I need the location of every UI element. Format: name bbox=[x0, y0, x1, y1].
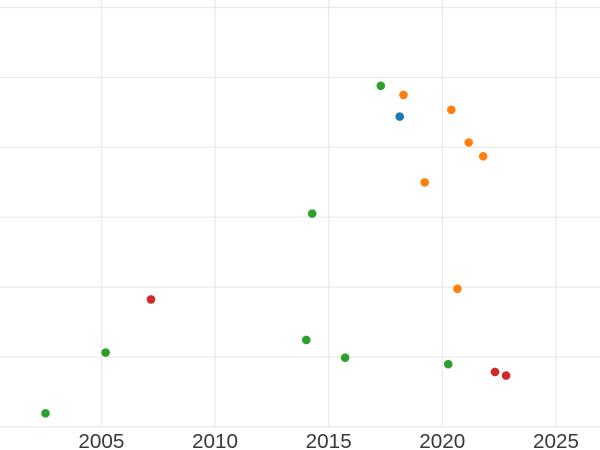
svg-text:2010: 2010 bbox=[192, 430, 238, 450]
svg-text:2020: 2020 bbox=[419, 430, 465, 450]
svg-text:2015: 2015 bbox=[306, 430, 352, 450]
svg-text:2025: 2025 bbox=[533, 430, 579, 450]
svg-text:2005: 2005 bbox=[78, 430, 124, 450]
